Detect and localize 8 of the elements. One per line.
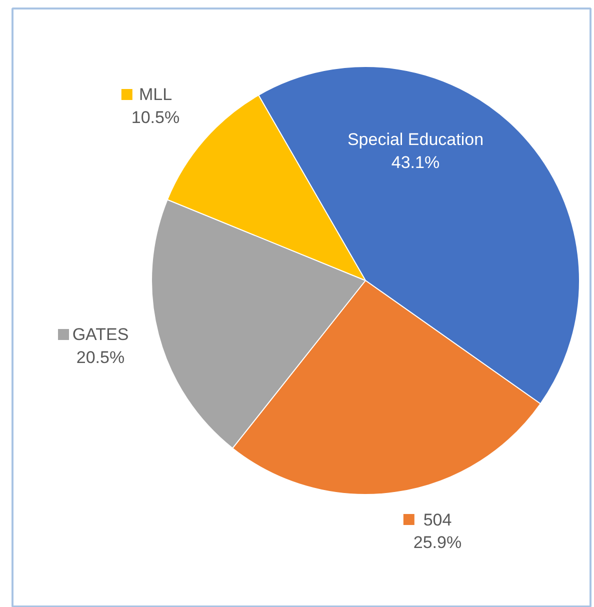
slice-label: Special Education — [347, 130, 484, 149]
legend-label: GATES — [72, 325, 129, 344]
data-label: 43.1% — [391, 153, 440, 172]
data-label: 10.5% — [131, 108, 180, 127]
data-label: 20.5% — [76, 348, 125, 367]
legend-label: 504 — [423, 510, 452, 530]
legend-label: MLL — [138, 85, 172, 104]
data-label: 25.9% — [413, 533, 462, 552]
